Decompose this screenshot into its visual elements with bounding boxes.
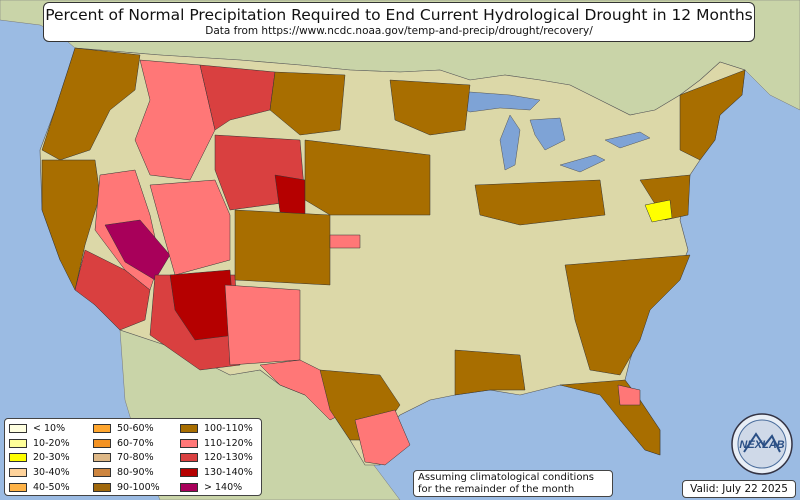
legend-item: 90-100% xyxy=(93,480,160,495)
legend-item: 10-20% xyxy=(9,436,70,451)
legend-label: > 140% xyxy=(204,482,243,494)
legend-item: < 10% xyxy=(9,421,70,436)
legend-swatch xyxy=(93,423,111,433)
pacific-northwest xyxy=(41,47,141,161)
legend-label: < 10% xyxy=(33,422,66,434)
legend-swatch xyxy=(9,423,27,433)
legend-label: 110-120% xyxy=(204,437,253,449)
legend-item: 110-120% xyxy=(180,436,253,451)
legend-label: 80-90% xyxy=(117,467,154,479)
legend-swatch xyxy=(93,453,111,463)
socal xyxy=(74,249,151,331)
florida-spot xyxy=(617,384,641,406)
legend-label: 10-20% xyxy=(33,437,70,449)
arizona-core xyxy=(169,269,236,341)
legend-label: 100-110% xyxy=(204,422,253,434)
california-north xyxy=(41,159,101,291)
louisiana xyxy=(454,349,526,396)
southeast xyxy=(564,254,691,376)
assumption-note: Assuming climatological conditions for t… xyxy=(413,470,613,497)
legend-swatch xyxy=(9,438,27,448)
nebraska-kansas xyxy=(304,139,431,216)
legend-swatch xyxy=(180,423,198,433)
montana xyxy=(199,64,276,131)
colorado xyxy=(234,209,331,286)
legend-swatch xyxy=(9,453,27,463)
utah xyxy=(149,179,231,276)
legend: < 10% 10-20% 20-30% 30-40% 40-50% 50-60%… xyxy=(4,418,262,496)
legend-label: 20-30% xyxy=(33,452,70,464)
northeast xyxy=(679,69,746,161)
legend-label: 70-80% xyxy=(117,452,154,464)
legend-item: 20-30% xyxy=(9,451,70,466)
legend-item: 70-80% xyxy=(93,451,160,466)
upper-midwest xyxy=(389,79,471,136)
legend-swatch xyxy=(180,438,198,448)
map-title: Percent of Normal Precipitation Required… xyxy=(45,6,753,24)
map-subtitle: Data from https://www.ncdc.noaa.gov/temp… xyxy=(205,25,593,37)
note-line-2: for the remainder of the month xyxy=(418,484,575,495)
legend-swatch xyxy=(180,483,198,493)
legend-item: 40-50% xyxy=(9,480,70,495)
new-mexico xyxy=(224,284,301,366)
note-line-1: Assuming climatological conditions xyxy=(418,472,594,483)
maryland-dry xyxy=(644,199,673,223)
legend-item: 30-40% xyxy=(9,465,70,480)
nevada-hot xyxy=(104,219,171,281)
legend-item: > 140% xyxy=(180,480,253,495)
legend-swatch xyxy=(9,483,27,493)
legend-label: 60-70% xyxy=(117,437,154,449)
legend-item: 130-140% xyxy=(180,465,253,480)
legend-swatch xyxy=(93,468,111,478)
kansas-spot xyxy=(329,234,361,249)
legend-label: 40-50% xyxy=(33,482,70,494)
legend-label: 30-40% xyxy=(33,467,70,479)
drought-regions xyxy=(41,47,746,466)
valid-date: Valid: July 22 2025 xyxy=(682,480,796,498)
legend-item: 120-130% xyxy=(180,451,253,466)
dakotas xyxy=(269,71,346,136)
legend-swatch xyxy=(9,468,27,478)
legend-swatch xyxy=(93,438,111,448)
legend-item: 60-70% xyxy=(93,436,160,451)
legend-swatch xyxy=(180,468,198,478)
title-box: Percent of Normal Precipitation Required… xyxy=(43,2,755,42)
legend-item: 100-110% xyxy=(180,421,253,436)
texas-south xyxy=(354,409,411,466)
nexlab-logo: NEXLAB xyxy=(731,413,793,475)
wyoming-core xyxy=(274,174,306,216)
ohio-valley xyxy=(474,179,606,226)
legend-item: 80-90% xyxy=(93,465,160,480)
legend-label: 90-100% xyxy=(117,482,160,494)
legend-swatch xyxy=(93,483,111,493)
great-lakes xyxy=(444,91,651,173)
logo-text: NEXLAB xyxy=(739,439,784,451)
legend-label: 120-130% xyxy=(204,452,253,464)
legend-label: 50-60% xyxy=(117,422,154,434)
legend-item: 50-60% xyxy=(93,421,160,436)
legend-swatch xyxy=(180,453,198,463)
legend-label: 130-140% xyxy=(204,467,253,479)
